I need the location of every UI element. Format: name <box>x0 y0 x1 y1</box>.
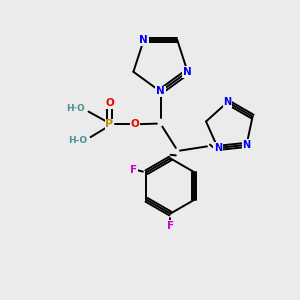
Text: N: N <box>156 86 165 97</box>
Text: N: N <box>224 97 232 107</box>
Text: P: P <box>105 119 114 130</box>
Text: N: N <box>183 67 192 77</box>
Text: N: N <box>140 35 148 45</box>
Text: F: F <box>167 220 174 231</box>
Text: F: F <box>130 165 137 175</box>
Text: H-O: H-O <box>68 136 87 146</box>
Text: O: O <box>130 119 140 130</box>
Text: H·O: H·O <box>66 104 85 113</box>
Text: N: N <box>242 140 250 150</box>
Text: N: N <box>214 143 222 153</box>
Text: O: O <box>105 98 114 108</box>
